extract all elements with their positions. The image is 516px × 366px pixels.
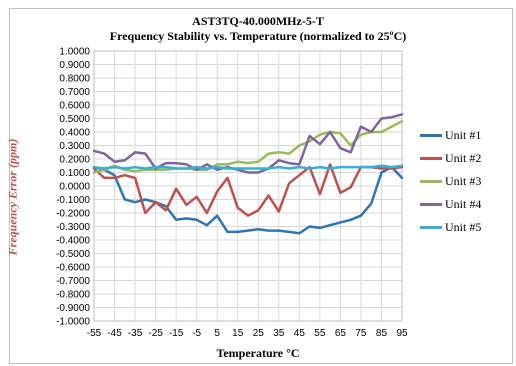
- legend-label: Unit #2: [445, 151, 482, 165]
- y-tick-label: -0.1000: [56, 195, 90, 206]
- y-tick-label: -0.2000: [56, 209, 90, 220]
- series-line-1: [92, 165, 404, 235]
- y-tick-label: -0.5000: [56, 249, 90, 260]
- chart-title: AST3TQ-40.000MHz-5-T: [192, 14, 324, 28]
- y-tick-label: -0.7000: [56, 276, 90, 287]
- y-tick-label: 0.2000: [59, 155, 90, 166]
- x-tick-label: 25: [253, 328, 265, 339]
- y-tick-label: 0.1000: [59, 168, 90, 179]
- legend-item-4: Unit #4: [420, 193, 510, 216]
- legend-item-5: Unit #5: [420, 216, 510, 239]
- legend-label: Unit #3: [445, 174, 482, 188]
- x-tick-label: 5: [214, 328, 220, 339]
- x-tick-label: 95: [396, 328, 408, 339]
- x-tick-label: 15: [232, 328, 244, 339]
- x-axis-label: Temperature °C: [216, 346, 300, 360]
- y-tick-label: -0.6000: [56, 263, 90, 274]
- legend-label: Unit #5: [445, 220, 482, 234]
- y-tick-label: 0.5000: [59, 114, 90, 125]
- y-tick-label: 0.9000: [59, 60, 90, 71]
- legend-swatch: [420, 134, 442, 137]
- y-tick-label: 0.7000: [59, 87, 90, 98]
- x-tick-label: 85: [376, 328, 388, 339]
- y-tick-label: -0.3000: [56, 222, 90, 233]
- legend-item-3: Unit #3: [420, 170, 510, 193]
- x-tick-label: -25: [148, 328, 163, 339]
- y-tick-label: 0.6000: [59, 101, 90, 112]
- legend-item-2: Unit #2: [420, 147, 510, 170]
- y-tick-label: 0.8000: [59, 74, 90, 85]
- x-tick-label: -55: [87, 328, 102, 339]
- x-tick-label: 55: [314, 328, 326, 339]
- legend-swatch: [420, 203, 442, 206]
- y-tick-label: 0.3000: [59, 141, 90, 152]
- y-tick-label: -0.9000: [56, 303, 90, 314]
- series-line-5: [92, 164, 404, 170]
- y-tick-label: 1.0000: [59, 47, 90, 58]
- legend-swatch: [420, 157, 442, 160]
- y-tick-label: -1.0000: [56, 317, 90, 328]
- x-tick-label: 35: [273, 328, 285, 339]
- x-tick-label: 75: [355, 328, 367, 339]
- y-tick-label: 0.4000: [59, 128, 90, 139]
- legend-label: Unit #4: [445, 197, 482, 211]
- legend-swatch: [420, 226, 442, 229]
- y-tick-label: -0.8000: [56, 290, 90, 301]
- legend-label: Unit #1: [445, 128, 482, 142]
- plot-border: [93, 50, 403, 322]
- y-tick-label: 0.0000: [59, 182, 90, 193]
- y-tick-label: -0.4000: [56, 236, 90, 247]
- x-tick-label: -35: [128, 328, 143, 339]
- series-line-3: [92, 119, 404, 174]
- legend: Unit #1 Unit #2 Unit #3 Unit #4 Unit #5: [420, 124, 510, 239]
- x-tick-label: 45: [294, 328, 306, 339]
- chart-subtitle: Frequency Stability vs. Temperature (nor…: [109, 29, 407, 43]
- x-tick-label: -15: [169, 328, 184, 339]
- x-tick-label: -45: [107, 328, 122, 339]
- legend-swatch: [420, 180, 442, 183]
- series-line-2: [92, 163, 404, 217]
- x-tick-label: -5: [192, 328, 201, 339]
- x-tick-label: 65: [335, 328, 347, 339]
- series-line-4: [92, 113, 404, 174]
- legend-item-1: Unit #1: [420, 124, 510, 147]
